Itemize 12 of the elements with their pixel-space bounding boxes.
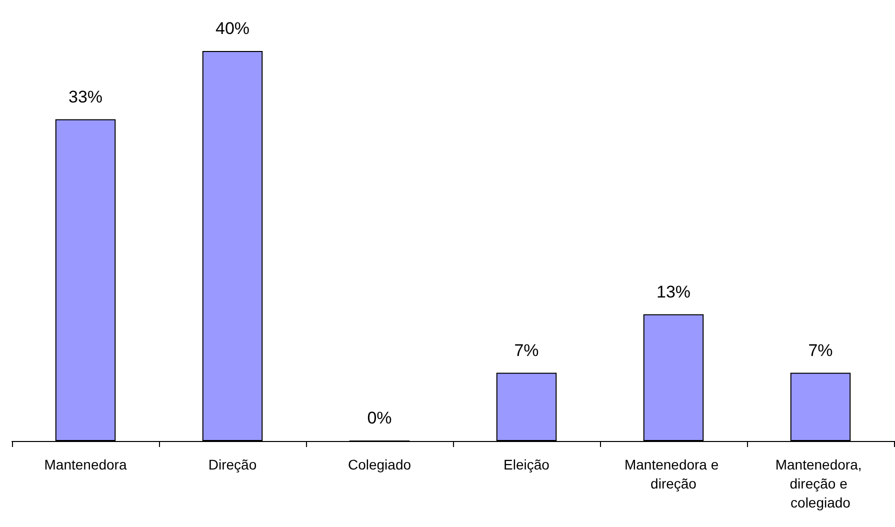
data-label: 0% — [367, 408, 392, 428]
data-label: 33% — [68, 87, 103, 106]
data-label: 7% — [514, 340, 539, 360]
data-label: 13% — [656, 282, 691, 302]
data-label: 7% — [808, 340, 833, 360]
x-tick-label: Direção — [208, 456, 257, 472]
x-tick-label: Colegiado — [348, 456, 412, 472]
x-tick-label: Mantenedora — [44, 456, 127, 472]
x-tick-label: Mantenedora e direção — [624, 456, 723, 492]
data-label: 40% — [215, 19, 250, 38]
x-tick-label: Mantenedora, direção e colegiado — [775, 456, 866, 510]
x-tick-label: Eleição — [504, 456, 550, 472]
